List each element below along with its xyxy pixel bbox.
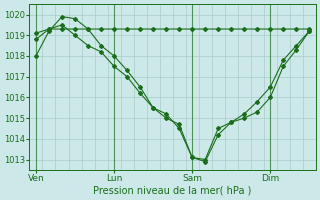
X-axis label: Pression niveau de la mer( hPa ): Pression niveau de la mer( hPa ) <box>93 186 252 196</box>
